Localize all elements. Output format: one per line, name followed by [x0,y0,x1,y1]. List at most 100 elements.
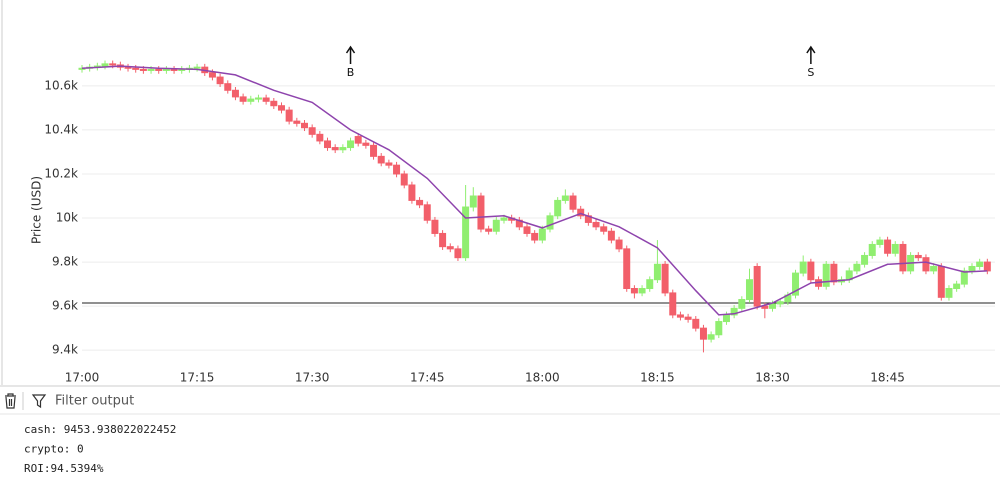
console-output: cash: 9453.938022022452 crypto: 0 ROI:94.5… [24,423,176,475]
candle-body [208,72,216,78]
candle-body [653,263,661,281]
candle-body [254,97,262,100]
candle-body [523,226,531,234]
candle-body [630,288,638,294]
y-tick-label: 10.4k [44,122,78,136]
candle-body [983,261,991,272]
candle-body [646,279,654,290]
candle-body [661,263,669,294]
candle-body [285,109,293,122]
candle-body [162,68,170,71]
filter-icon [31,394,47,409]
candle-body [469,195,477,208]
y-axis-label: Price (USD) [30,176,44,244]
candle-body [132,67,140,70]
candle-body [147,68,155,71]
candle-body [362,142,370,146]
candle-body [492,219,500,232]
console-panel [0,386,1000,485]
marker-label: B [347,66,355,79]
candle-body [922,257,930,272]
candle-body [354,136,362,144]
marker-arrow [806,45,816,64]
candle-body [607,230,615,241]
candle-body [262,97,270,102]
y-tick-label: 9.4k [52,343,78,357]
candle-body [377,155,385,164]
candle-body [446,246,454,250]
candle-body [945,288,953,298]
candle-body [745,279,753,301]
candle-body [769,303,777,309]
candle-body [155,68,163,71]
candle-body [592,221,600,228]
candle-body [554,199,562,217]
filter-input[interactable]: Filter output [55,394,134,409]
candle-body [692,318,700,329]
candle-body [569,195,577,210]
candle-body [807,261,815,281]
candle-body [891,243,899,254]
console-line: cash: 9453.938022022452 [24,423,176,436]
candle-body [868,243,876,256]
y-tick-label: 10.2k [44,166,78,180]
marker-arrow [345,45,356,64]
candle-body [439,232,447,248]
x-tick-label: 17:00 [65,371,100,385]
candle-body [546,215,554,230]
y-tick-label: 9.6k [52,299,78,313]
candle-body [101,63,109,67]
candle-body [684,316,692,320]
candle-body [722,314,730,323]
candle-body [976,261,984,267]
y-tick-label: 10k [56,211,78,225]
candle-body [224,83,232,91]
x-tick-label: 18:15 [640,371,675,385]
y-tick-label: 9.8k [52,255,78,269]
x-tick-label: 17:45 [410,371,445,385]
x-tick-label: 17:15 [180,371,215,385]
candle-body [293,120,301,124]
candle-body [738,299,746,309]
candle-body [715,321,723,336]
candle-body [799,261,807,274]
candle-body [239,96,247,102]
candle-body [615,239,623,250]
candle-body [761,305,769,309]
candle-body [339,147,347,151]
candle-body [316,133,324,142]
candle-body [400,173,408,186]
moving-average-line [81,65,988,316]
candle-body [423,204,431,221]
candle-body [370,144,378,157]
candle-body [853,263,861,272]
candle-body [308,127,316,135]
candle-body [730,307,738,316]
candle-body [500,217,508,221]
candle-body [623,248,631,290]
x-tick-label: 18:30 [755,371,790,385]
candle-body [462,206,470,259]
candle-body [193,66,201,69]
chart: 9.4k 9.6k 9.8k 10k 10.2k 10.4k 10.6k 17:00 17:15… [44,45,995,385]
candle-body [247,98,255,102]
candle-body [561,195,569,201]
console-line: crypto: 0 [24,443,84,456]
candle-body [577,208,585,217]
candle-body [347,140,355,149]
candle-body [953,283,961,290]
candle-body [669,292,677,316]
console-line: ROI:94.5394% [24,462,104,475]
marker-label: S [807,66,814,79]
candle-body [477,195,485,230]
candle-body [707,334,715,340]
candle-body [930,265,938,272]
clear-button[interactable] [5,393,16,409]
candle-body [538,228,546,241]
candle-body [899,243,907,272]
candle-body [753,265,761,307]
candle-body [300,122,308,129]
candle-body [408,184,416,201]
